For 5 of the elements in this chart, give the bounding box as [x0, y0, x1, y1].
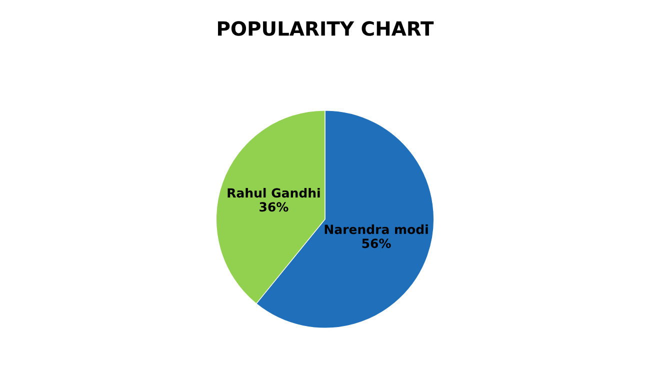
- chart-title: POPULARITY CHART: [218, 21, 434, 36]
- data-label: 36%: [260, 202, 288, 212]
- slice-label: Narendra modi: [324, 224, 428, 234]
- slice-label: Rahul Gandhi: [228, 188, 320, 198]
- data-label: 56%: [362, 238, 391, 248]
